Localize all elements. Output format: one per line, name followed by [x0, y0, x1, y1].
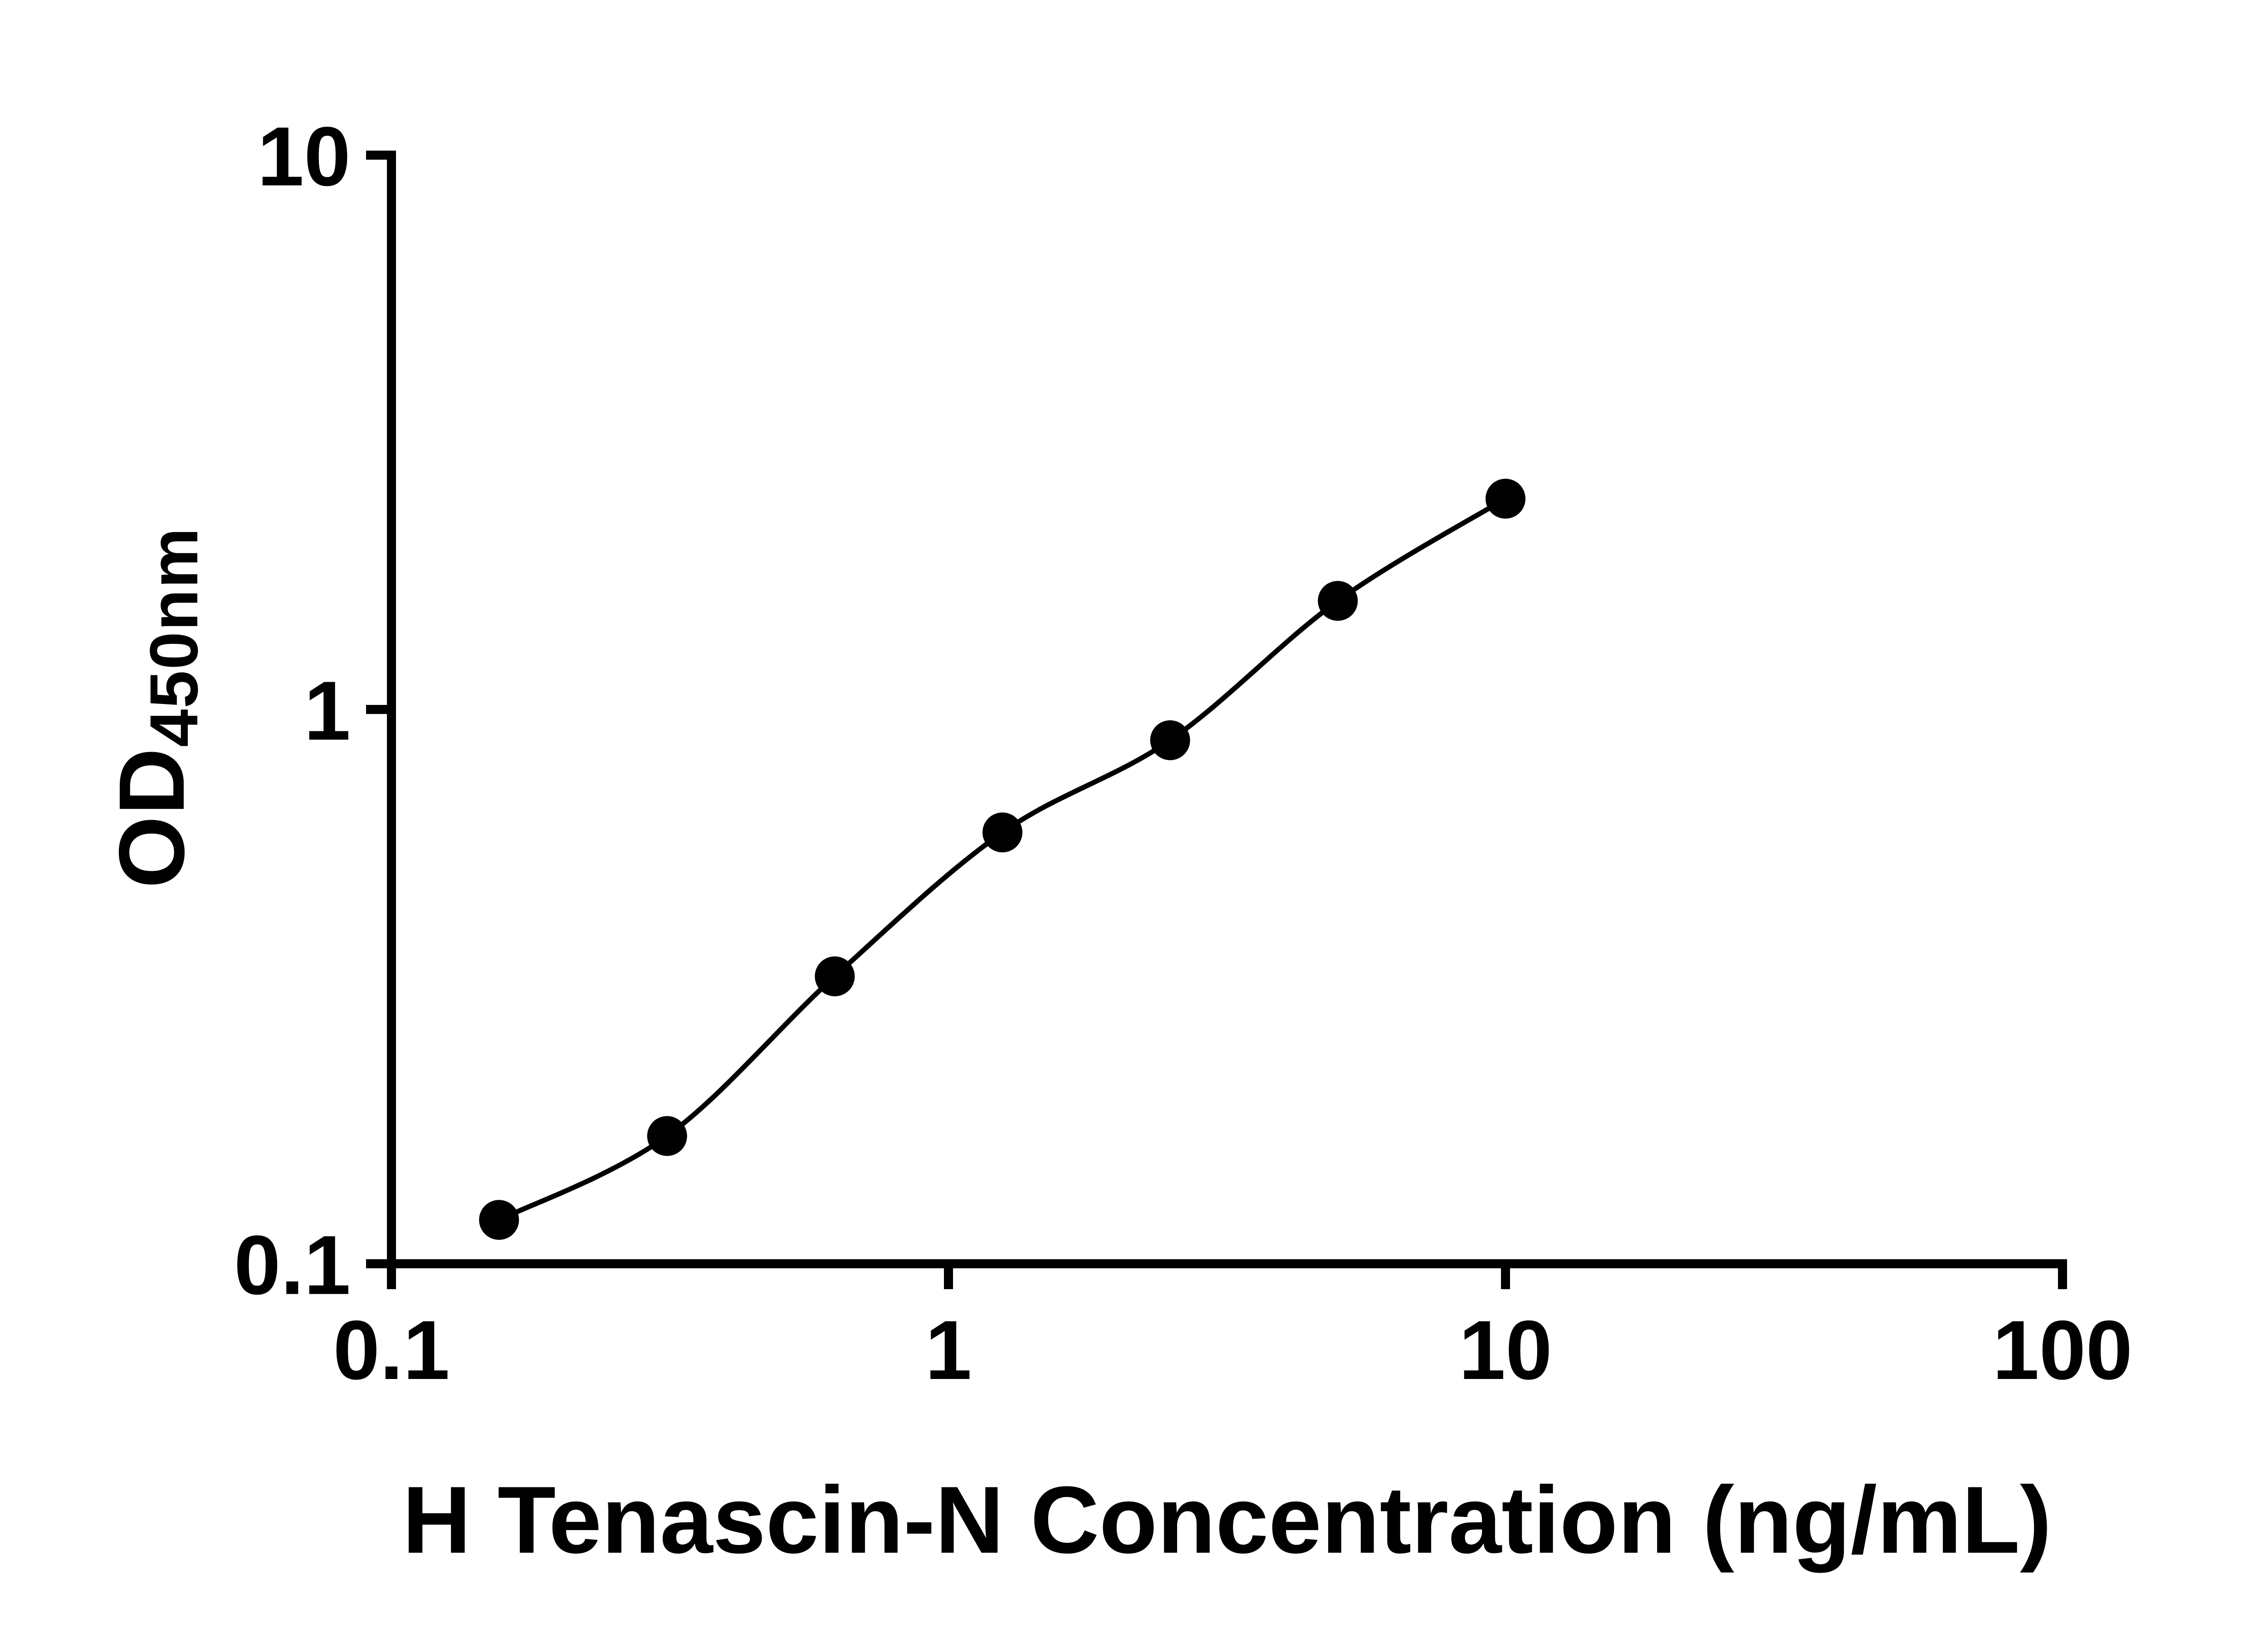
data-point	[1318, 581, 1358, 621]
y-tick-label: 10	[257, 110, 351, 204]
data-point	[982, 812, 1023, 853]
y-axis-label: OD450nm	[98, 527, 212, 889]
data-point	[815, 956, 855, 997]
data-point	[1150, 720, 1190, 760]
y-axis-label-subscript: 450nm	[136, 527, 212, 747]
x-tick-label: 0.1	[333, 1304, 450, 1397]
data-point	[1486, 479, 1525, 519]
x-tick-label: 1	[925, 1304, 972, 1397]
y-tick-label: 1	[304, 665, 351, 758]
x-tick-label: 10	[1459, 1304, 1552, 1397]
data-point	[479, 1200, 519, 1240]
x-axis-title: H Tenascin-N Concentration (ng/mL)	[402, 1467, 2052, 1573]
data-point	[647, 1116, 687, 1156]
axis-spines	[387, 151, 2067, 1268]
x-tick-label: 100	[1993, 1304, 2133, 1397]
y-axis-label-main: OD	[100, 747, 204, 889]
y-tick-label: 0.1	[234, 1219, 351, 1312]
